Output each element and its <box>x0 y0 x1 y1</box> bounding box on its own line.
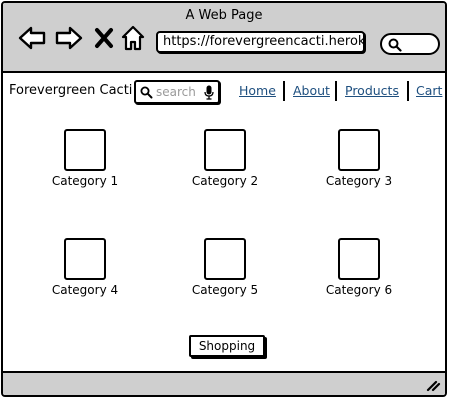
category-label: Category 4 <box>51 283 119 297</box>
category-label: Category 2 <box>191 174 259 188</box>
nav-link-products[interactable]: Products <box>345 83 399 98</box>
category-tile-4[interactable]: Category 4 <box>40 238 130 297</box>
address-bar[interactable]: https://forevergreencacti.heroku. <box>156 31 365 53</box>
nav-divider <box>283 81 285 101</box>
forward-arrow-icon <box>55 26 83 50</box>
nav-link-about[interactable]: About <box>293 83 330 98</box>
category-label: Category 5 <box>191 283 259 297</box>
category-image-placeholder <box>204 129 246 171</box>
window-title: A Web Page <box>185 8 263 23</box>
category-tile-1[interactable]: Category 1 <box>40 129 130 188</box>
nav-divider <box>335 81 337 101</box>
search-icon <box>140 86 153 99</box>
microphone-icon[interactable] <box>204 85 214 100</box>
category-image-placeholder <box>64 129 106 171</box>
nav-link-home[interactable]: Home <box>239 83 276 98</box>
back-button[interactable] <box>17 23 47 53</box>
browser-chrome: A Web Page https://forevergreencacti.her… <box>3 3 445 73</box>
site-header: Forevergreen Cacti Home About Products C… <box>3 75 445 107</box>
site-search-input[interactable] <box>156 84 206 100</box>
home-icon <box>121 25 145 51</box>
category-label: Category 6 <box>325 283 393 297</box>
close-x-icon <box>95 28 113 48</box>
category-image-placeholder <box>338 238 380 280</box>
nav-link-cart[interactable]: Cart <box>416 83 443 98</box>
status-bar <box>3 371 445 395</box>
category-tile-6[interactable]: Category 6 <box>314 238 404 297</box>
category-label: Category 3 <box>325 174 393 188</box>
back-arrow-icon <box>18 26 46 50</box>
search-icon <box>388 38 402 52</box>
stop-button[interactable] <box>89 23 119 53</box>
site-brand: Forevergreen Cacti <box>9 83 133 98</box>
category-tile-5[interactable]: Category 5 <box>180 238 270 297</box>
category-image-placeholder <box>64 238 106 280</box>
home-button[interactable] <box>118 23 148 53</box>
category-label: Category 1 <box>51 174 119 188</box>
shopping-button[interactable]: Shopping <box>189 335 265 357</box>
browser-search-field[interactable] <box>380 33 440 55</box>
resize-grip-icon[interactable] <box>425 378 441 392</box>
category-image-placeholder <box>338 129 380 171</box>
category-tile-2[interactable]: Category 2 <box>180 129 270 188</box>
category-tile-3[interactable]: Category 3 <box>314 129 404 188</box>
category-image-placeholder <box>204 238 246 280</box>
site-search[interactable] <box>134 80 220 104</box>
nav-divider <box>407 81 409 101</box>
forward-button[interactable] <box>54 23 84 53</box>
site-nav: Home About Products Cart <box>233 81 445 103</box>
